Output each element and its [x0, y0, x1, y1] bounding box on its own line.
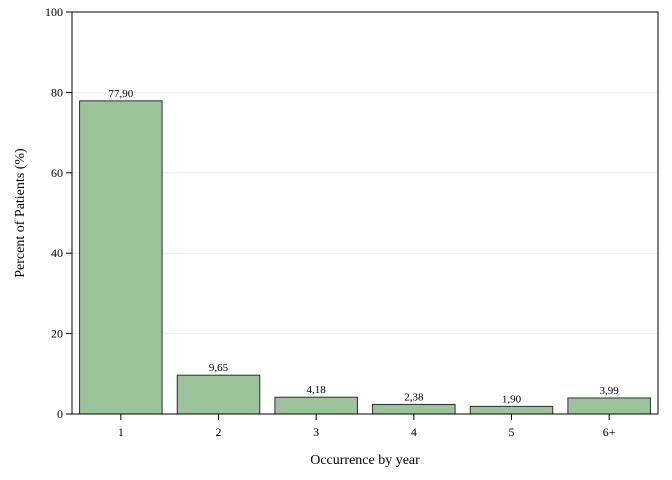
- x-tick-label: 2: [216, 425, 222, 439]
- x-tick-label: 5: [509, 425, 515, 439]
- bar-1: [79, 100, 163, 415]
- bar-2: [176, 374, 261, 415]
- y-tick-label: 100: [45, 5, 63, 19]
- bar-3: [274, 396, 358, 415]
- bar-4: [372, 403, 456, 415]
- y-tick-label: 60: [51, 166, 63, 180]
- y-tick-label: 80: [51, 85, 63, 99]
- y-axis-title: Percent of Patients (%): [13, 148, 28, 278]
- data-label: 3,99: [600, 385, 620, 397]
- data-labels: 77,90 9,65 4,18 2,38 1,90 3,99: [108, 88, 619, 406]
- bars: [79, 100, 651, 415]
- plot-frame: [71, 11, 659, 415]
- data-label: 4,18: [307, 384, 327, 396]
- data-label: 77,90: [108, 88, 133, 100]
- data-label: 2,38: [404, 391, 424, 403]
- data-label: 9,65: [209, 362, 229, 374]
- x-tick-label: 1: [118, 425, 124, 439]
- gridlines: [72, 91, 658, 335]
- x-axis-title: Occurrence by year: [310, 453, 420, 468]
- x-axis-ticks: 1 2 3 4 5 6+: [118, 414, 616, 439]
- x-tick-label: 6+: [603, 425, 616, 439]
- y-tick-label: 20: [51, 327, 63, 341]
- y-axis-ticks: 0 20 40 60 80 100: [45, 5, 72, 421]
- x-tick-label: 3: [313, 425, 319, 439]
- x-tick-label: 4: [411, 425, 417, 439]
- data-label: 1,90: [502, 393, 522, 405]
- bar-5: [469, 405, 554, 415]
- y-tick-label: 40: [51, 246, 63, 260]
- y-tick-label: 0: [57, 407, 63, 421]
- bar-6+: [567, 397, 651, 415]
